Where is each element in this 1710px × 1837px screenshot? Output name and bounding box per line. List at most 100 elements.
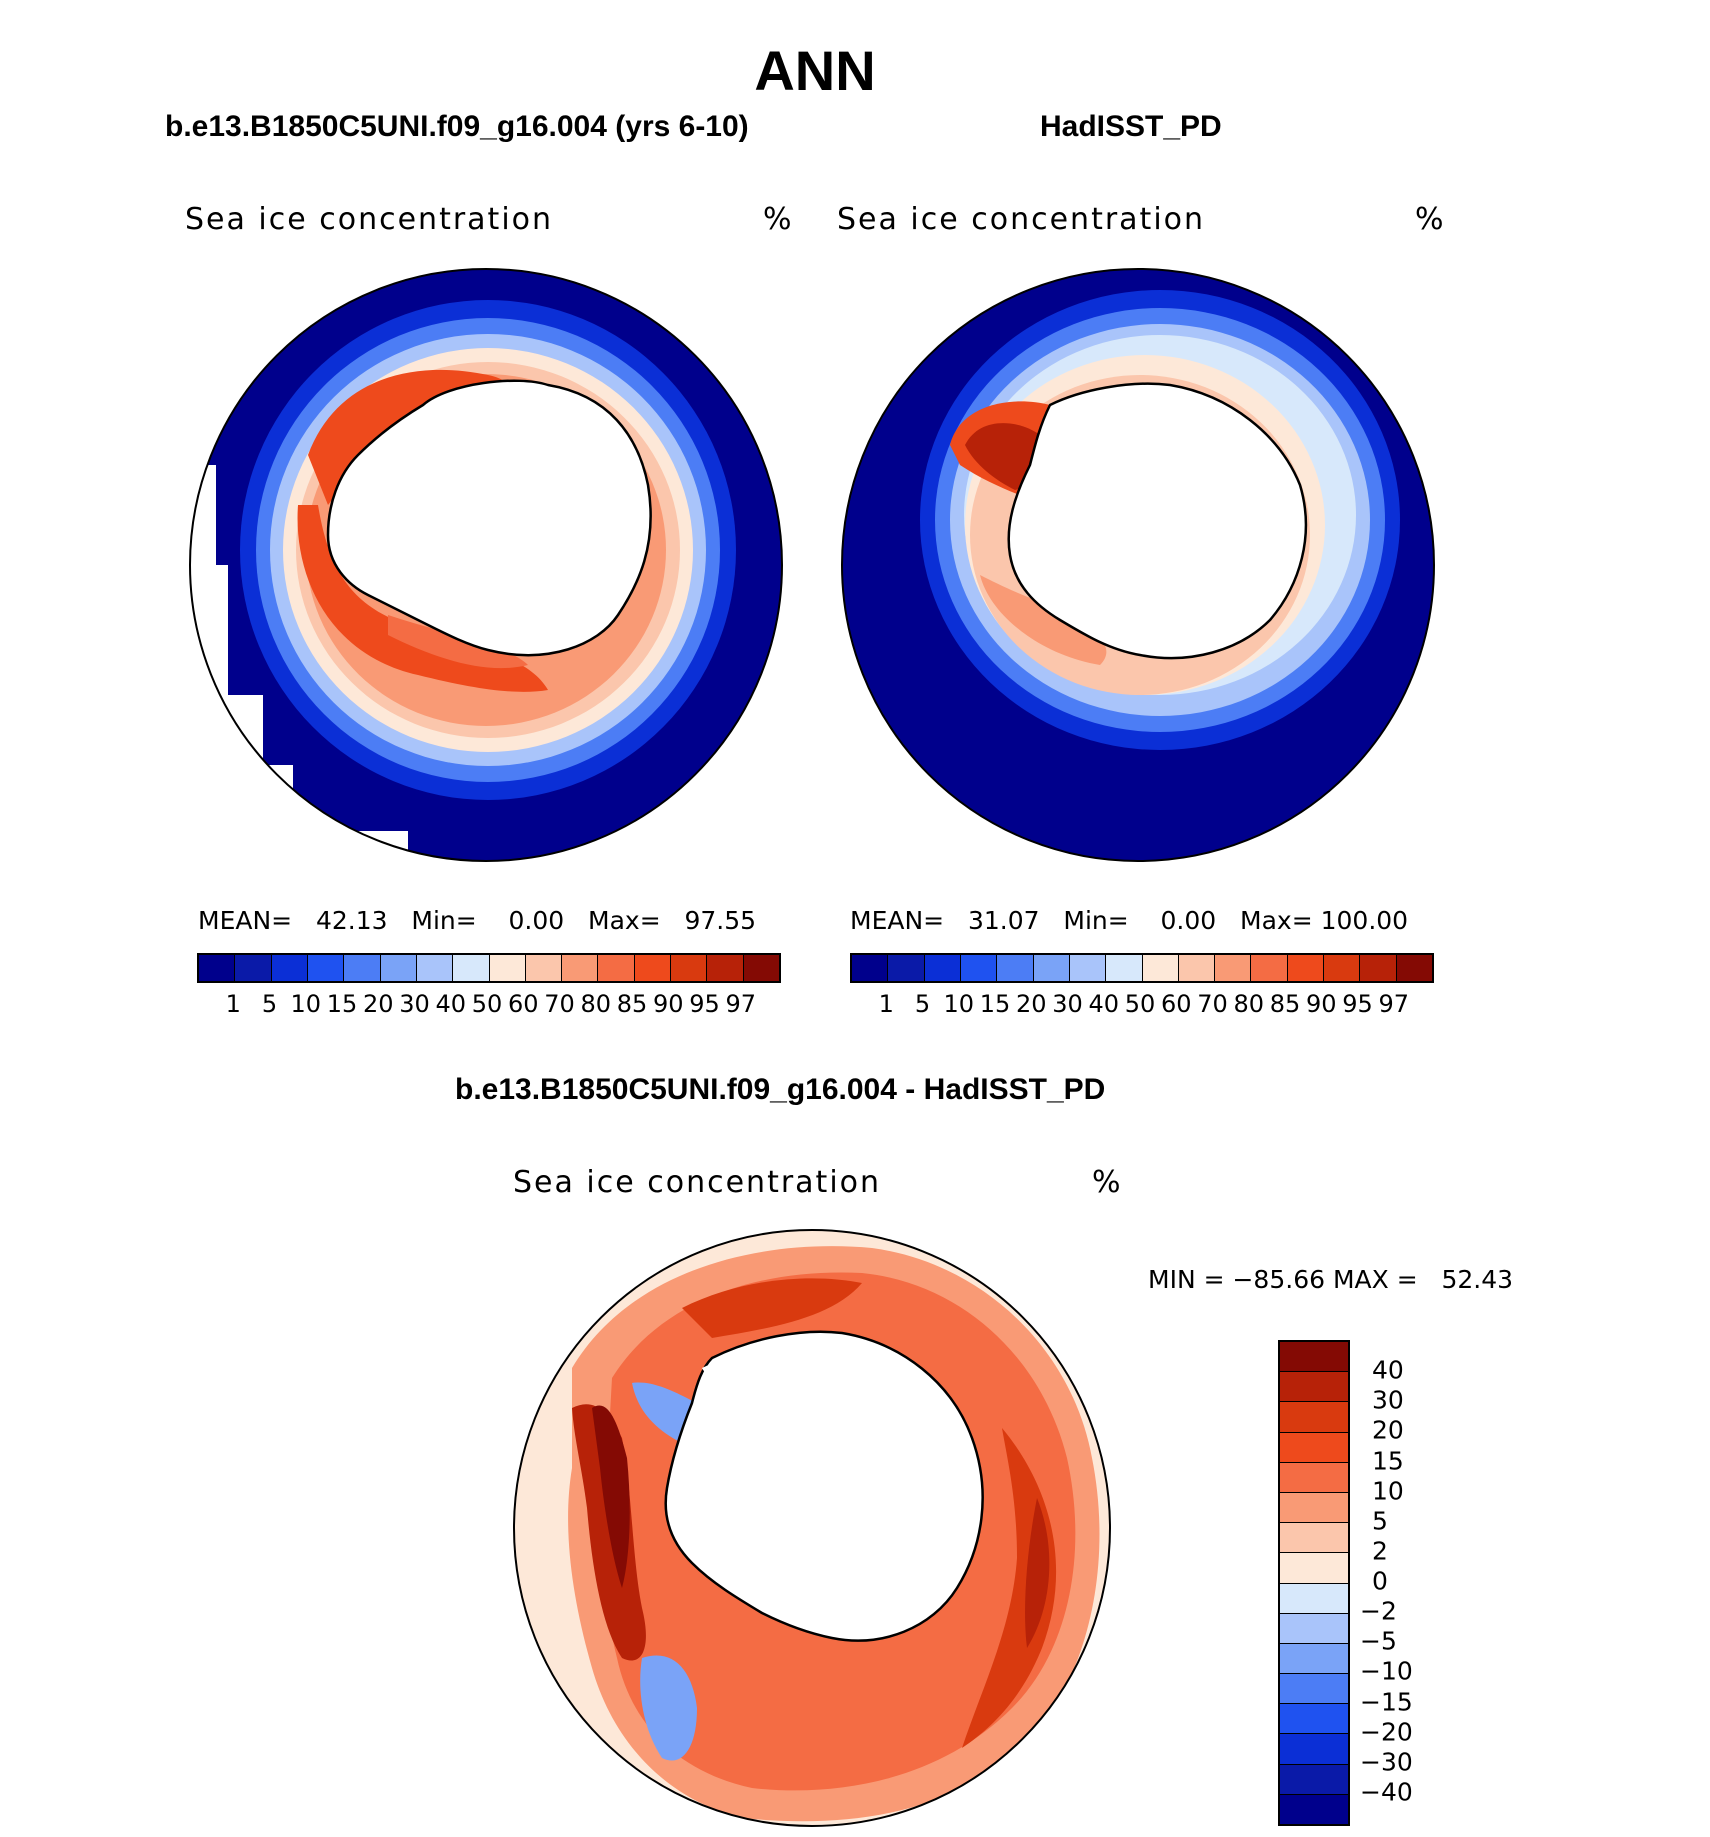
panel2-mean-label: MEAN= [850,906,945,935]
panel2-colorbar-tick-label: 70 [1197,990,1228,1018]
panel2-colorbar-tick-label: 15 [979,990,1011,1018]
diff-colorbar-swatch [1280,1402,1348,1433]
panel1-colorbar-swatch [416,955,454,981]
panel2-variable-label: Sea ice concentration [837,202,1206,237]
panel2-colorbar-swatch [960,955,998,981]
diff-colorbar-swatch [1280,1553,1348,1584]
panel1-colorbar-tick-label: 80 [580,990,612,1018]
panel2-colorbar-tick-label: 80 [1233,990,1265,1018]
panel1-mean-label: MEAN= [198,906,293,935]
diff-colorbar-swatch [1280,1372,1348,1403]
diff-colorbar-tick-label: 40 [1372,1355,1404,1385]
diff-colorbar-swatch [1280,1432,1348,1463]
panel2-max-label: Max= [1240,906,1313,935]
panel1-min-value: 0.00 [508,906,565,935]
panel2-colorbar-tick-label: 50 [1124,990,1156,1018]
diff-colorbar-swatch [1280,1342,1348,1373]
panel1-units: % [763,202,794,237]
diff-polar-map [513,1229,1111,1827]
panel1-colorbar-swatch [380,955,417,981]
panel1-colorbar-swatch [634,955,672,981]
panel1-colorbar-swatch [562,955,599,981]
panel2-colorbar-swatch [1178,955,1216,981]
panel2-colorbar-swatch [1142,955,1179,981]
panel2-colorbar-swatch [997,955,1034,981]
panel1-colorbar-tick-label: 15 [326,990,358,1018]
diff-colorbar [1278,1340,1350,1826]
panel1-colorbar-swatch [489,955,526,981]
diff-colorbar-swatch [1280,1764,1348,1795]
diff-colorbar-tick-label: −30 [1360,1747,1413,1777]
panel2-colorbar-tick-label: 40 [1088,990,1120,1018]
panel2-colorbar-swatch [1215,955,1252,981]
panel1-colorbar-tick-label: 85 [616,990,648,1018]
panel1-colorbar-tick-label: 70 [544,990,575,1018]
diff-colorbar-tick-label: −40 [1360,1777,1413,1807]
panel2-polar-map [841,268,1435,862]
panel1-max-label: Max= [588,906,661,935]
panel2-colorbar-swatch [1287,955,1325,981]
panel1-max-value: 97.55 [684,906,757,935]
panel2-colorbar-labels: 1 5 10 15 20 30 40 50 60 70 80 85 90 95 97 [850,990,1430,1020]
panel1-colorbar-swatch [453,955,490,981]
diff-colorbar-swatch [1280,1462,1348,1493]
panel1-colorbar-tick-label: 95 [689,990,720,1018]
panel2-colorbar-swatch [1106,955,1143,981]
panel1-colorbar-swatch [671,955,708,981]
panel1-colorbar-swatch [235,955,272,981]
panel2-colorbar-swatch [1251,955,1288,981]
diff-colorbar-swatch [1280,1583,1348,1614]
panel2-colorbar-tick-label: 20 [1015,990,1047,1018]
panel1-colorbar-tick-label: 97 [725,990,757,1018]
panel1-colorbar [197,953,781,983]
panel2-colorbar-swatch [1033,955,1070,981]
panel1-min-label: Min= [411,906,477,935]
panel2-colorbar-tick-label: 30 [1052,990,1083,1018]
diff-colorbar-tick-label: −20 [1360,1717,1413,1747]
panel1-colorbar-tick-label: 90 [652,990,684,1018]
panel1-colorbar-swatch [199,955,236,981]
diff-colorbar-swatch [1280,1492,1348,1524]
panel2-colorbar-tick-label: 10 [943,990,975,1018]
diff-colorbar-swatch [1280,1523,1348,1554]
panel2-colorbar-swatch [1396,955,1432,981]
panel1-colorbar-tick-label: 40 [435,990,467,1018]
panel1-colorbar-tick-label: 20 [362,990,394,1018]
panel2-max-value: 100.00 [1320,906,1409,935]
panel1-colorbar-labels: 1 5 10 15 20 30 40 50 60 70 80 85 90 95 97 [197,990,777,1020]
panel1-mean-value: 42.13 [315,906,388,935]
panel1-stats: MEAN= 42.13 Min= 0.00 Max= 97.55 [198,906,756,935]
diff-colorbar-tick-label: −5 [1360,1626,1397,1656]
panel2-units: % [1415,202,1446,237]
panel2-colorbar-swatch [852,955,889,981]
panel1-title: b.e13.B1850C5UNI.f09_g16.004 (yrs 6-10) [165,110,749,143]
diff-minmax: MIN = −85.66 MAX = 52.43 [1148,1265,1514,1294]
panel1-colorbar-swatch [271,955,308,981]
panel2-min-value: 0.00 [1160,906,1217,935]
panel2-colorbar-swatch [1360,955,1397,981]
panel1-colorbar-tick-label: 30 [399,990,430,1018]
panel1-colorbar-swatch [525,955,563,981]
panel1-variable-label: Sea ice concentration [185,202,554,237]
diff-colorbar-tick-label: 20 [1372,1415,1404,1445]
panel2-colorbar-tick-label: 95 [1342,990,1373,1018]
panel1-colorbar-swatch [743,955,779,981]
panel2-colorbar-swatch [1069,955,1107,981]
panel1-colorbar-tick-label: 1 [225,990,241,1018]
diff-colorbar-tick-label: 10 [1372,1476,1404,1506]
panel1-polar-map [189,268,783,862]
diff-title: b.e13.B1850C5UNI.f09_g16.004 - HadISST_P… [455,1073,1106,1106]
panel1-colorbar-swatch [707,955,744,981]
diff-colorbar-tick-label: −2 [1360,1596,1397,1626]
panel2-colorbar-tick-label: 60 [1160,990,1192,1018]
diff-colorbar-tick-label: −15 [1360,1687,1413,1716]
panel2-mean-value: 31.07 [967,906,1040,935]
panel2-min-label: Min= [1063,906,1129,935]
panel2-stats: MEAN= 31.07 Min= 0.00 Max= 100.00 [850,906,1408,935]
panel2-colorbar-swatch [1324,955,1361,981]
panel1-colorbar-tick-label: 60 [507,990,539,1018]
diff-colorbar-swatch [1280,1794,1348,1824]
panel1-colorbar-tick-label: 10 [290,990,322,1018]
panel2-colorbar-tick-label: 1 [878,990,894,1018]
diff-colorbar-swatch [1280,1734,1348,1765]
